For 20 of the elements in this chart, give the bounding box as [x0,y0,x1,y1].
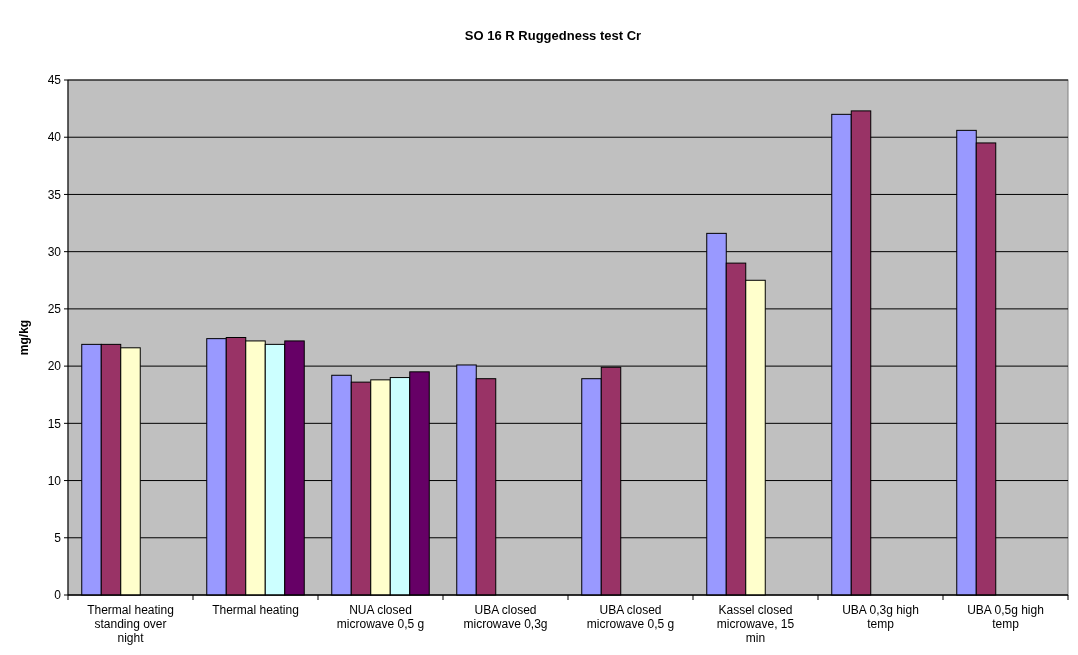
y-tick-label: 5 [54,530,62,545]
x-tick-label: UBA closed microwave 0,3g [463,603,548,631]
chart-title: SO 16 R Ruggedness test Cr [464,28,642,43]
y-tick-label: 25 [47,302,62,317]
y-tick-label: 20 [47,359,62,374]
x-tick-label: UBA 0,3g high temp [842,603,919,631]
x-tick-label: NUA closed microwave 0,5 g [336,603,425,631]
x-tick-label: Kassel closed microwave, 15 min [716,603,795,645]
y-tick-label: 0 [54,588,62,603]
y-tick-label: 15 [47,416,62,431]
y-tick-label: 45 [47,73,62,88]
y-tick-label: 30 [47,244,62,259]
x-tick-label: Thermal heating standing over night [87,603,174,645]
x-tick-label: UBA closed microwave 0,5 g [586,603,675,631]
y-tick-label: 10 [47,473,62,488]
y-tick-label: 35 [47,187,62,202]
x-tick-label: Thermal heating [212,603,299,617]
y-axis-title: mg/kg [17,319,31,356]
y-tick-label: 40 [47,130,62,145]
x-tick-label: UBA 0,5g high temp [967,603,1044,631]
